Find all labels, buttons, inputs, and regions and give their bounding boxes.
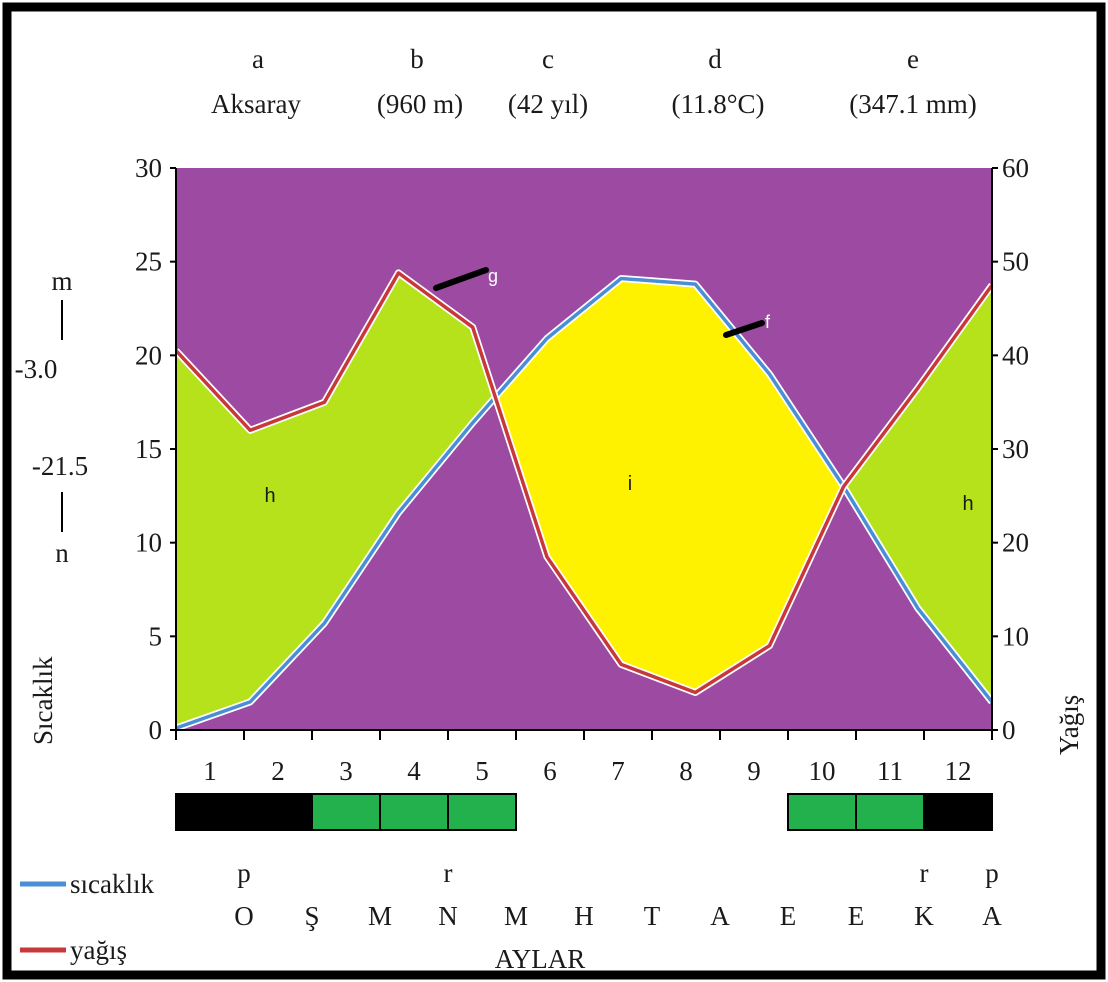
dry-period-area — [495, 278, 844, 693]
x-axis-title: AYLAR — [495, 944, 586, 974]
season-bar-segment — [787, 793, 857, 831]
annual-total-precipitation: (347.1 mm) — [849, 89, 977, 119]
month-letter: M — [504, 901, 528, 931]
pointer-g — [433, 267, 489, 291]
x-tick-label: 8 — [679, 756, 693, 786]
dry-label: i — [628, 473, 632, 495]
month-letter: K — [914, 901, 934, 931]
y-axis-right-title: Yağış — [1054, 695, 1084, 755]
y-left-tick-label: 25 — [135, 247, 162, 277]
month-letter: E — [780, 901, 797, 931]
season-bar-segment — [447, 793, 517, 831]
x-tick-label: 1 — [203, 756, 217, 786]
y-right-tick-label: 0 — [1002, 715, 1016, 745]
y-right-tick-label: 40 — [1002, 340, 1029, 370]
month-letters-row: Op Ş M Nr M H T A E E Kr Ap — [234, 858, 1002, 931]
season-bar-segment — [311, 793, 381, 831]
y-axis-left-title: Sıcaklık — [28, 656, 58, 745]
x-tick-label: 3 — [339, 756, 353, 786]
x-tick-label: 9 — [747, 756, 761, 786]
season-bar-segment — [175, 793, 245, 831]
header-letter-b: b — [410, 44, 424, 74]
humid-label-left: h — [264, 485, 275, 507]
extreme-min-value: -21.5 — [32, 451, 88, 481]
y-left-tick-label: 5 — [149, 621, 163, 651]
humid-label-right: h — [962, 493, 973, 515]
month-letter: A — [982, 901, 1002, 931]
month-letter: Ş — [304, 901, 319, 931]
season-bar-segment — [855, 793, 925, 831]
y-left-tick-label: 0 — [149, 715, 163, 745]
y-left-tick-label: 30 — [135, 153, 162, 183]
humid-period-area — [176, 272, 496, 729]
header: a b c d e Aksaray (960 m) (42 yıl) (11.8… — [211, 44, 977, 119]
pointer-f — [723, 320, 765, 338]
month-letter: A — [710, 901, 730, 931]
month-mark: p — [237, 858, 251, 888]
y-right-tick-label: 10 — [1002, 621, 1029, 651]
precipitation-line — [174, 271, 994, 695]
x-tick-label: 11 — [877, 756, 903, 786]
y-right-tick-label: 50 — [1002, 247, 1029, 277]
lines-layer — [173, 269, 995, 732]
observation-years: (42 yıl) — [508, 89, 588, 119]
month-letter: T — [644, 901, 661, 931]
header-letter-e: e — [907, 44, 919, 74]
x-tick-label: 7 — [611, 756, 625, 786]
station-name: Aksaray — [211, 89, 301, 119]
y-right-tick-label: 20 — [1002, 528, 1029, 558]
extreme-max-value: -3.0 — [15, 354, 58, 384]
y-right-tick-label: 60 — [1002, 153, 1029, 183]
month-mark: p — [985, 858, 999, 888]
y-left-tick-label: 10 — [135, 528, 162, 558]
header-letter-d: d — [708, 44, 722, 74]
plot-area: hih gf — [173, 168, 995, 732]
legend-label: yağış — [70, 935, 127, 965]
legend-label: sıcaklık — [70, 869, 154, 899]
extreme-label-m: m — [51, 266, 72, 296]
y-right-tick-label: 30 — [1002, 434, 1029, 464]
month-letter: E — [848, 901, 865, 931]
x-tick-label: 5 — [475, 756, 489, 786]
extreme-label-n: n — [55, 538, 69, 568]
x-tick-label: 6 — [543, 756, 557, 786]
month-mark: r — [920, 858, 929, 888]
pointer-f-label: f — [765, 312, 771, 332]
humid-period-area — [843, 285, 992, 702]
x-tick-label: 10 — [809, 756, 836, 786]
x-tick-label: 12 — [945, 756, 972, 786]
x-tick-label: 2 — [271, 756, 285, 786]
legend: sıcaklık yağış — [20, 869, 154, 965]
season-bar — [175, 793, 993, 831]
month-letter: O — [234, 901, 254, 931]
season-bar-segment — [923, 793, 993, 831]
pointers: gf — [433, 266, 771, 338]
x-tick-label: 4 — [407, 756, 421, 786]
month-letter: H — [574, 901, 594, 931]
month-mark: r — [444, 858, 453, 888]
header-letter-a: a — [252, 44, 264, 74]
season-bar-segment — [243, 793, 313, 831]
region-labels: hih — [264, 473, 973, 515]
season-bar-segment — [379, 793, 449, 831]
month-letter: M — [368, 901, 392, 931]
extreme-temperature-annotation: m -3.0 -21.5 n — [15, 266, 89, 568]
station-altitude: (960 m) — [377, 89, 463, 119]
header-letter-c: c — [542, 44, 554, 74]
month-letter: N — [438, 901, 458, 931]
pointer-g-label: g — [488, 266, 498, 286]
temperature-line — [175, 276, 994, 730]
areas-layer — [176, 272, 992, 729]
y-left-tick-label: 20 — [135, 340, 162, 370]
annual-mean-temperature: (11.8°C) — [671, 89, 764, 119]
y-left-tick-label: 15 — [135, 434, 162, 464]
